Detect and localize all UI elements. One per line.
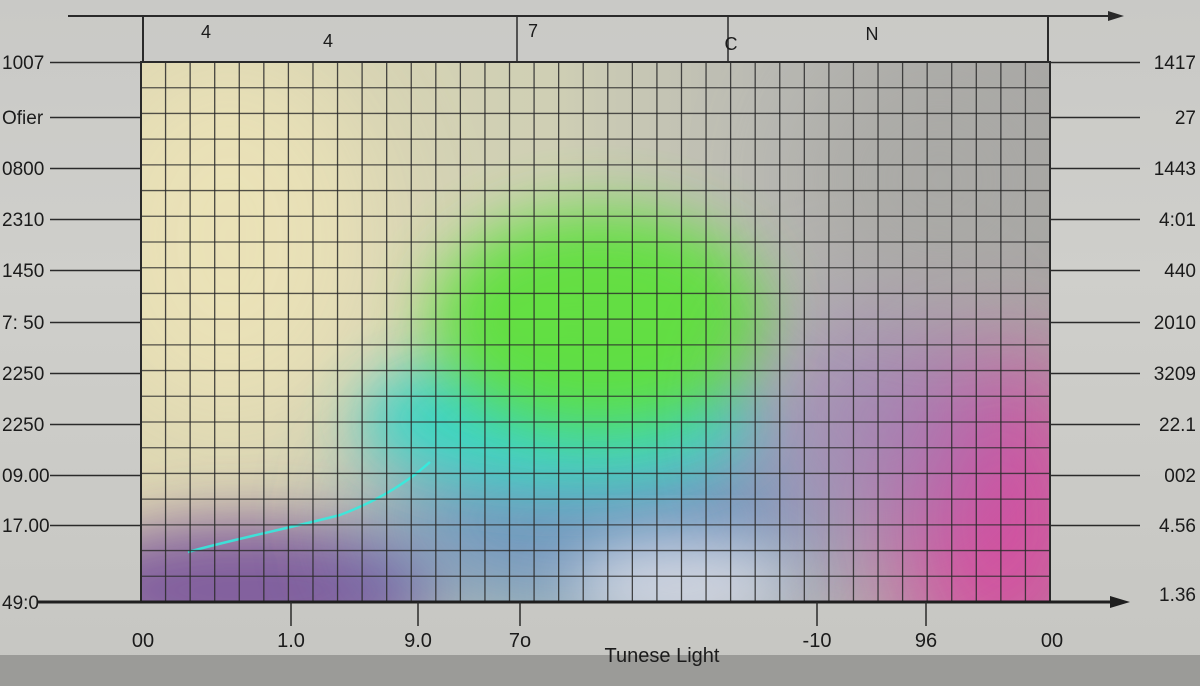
top-tick-label: 4	[201, 22, 211, 42]
right-tick-label: 2010	[1154, 313, 1196, 334]
left-tick-label: Ofier	[2, 108, 44, 129]
cyan-boundary-curve	[187, 461, 431, 554]
left-axis-ticks: 1007 Ofier 0800 2310 1450 7: 50 2250 2250 09.00 1…	[2, 53, 141, 614]
right-tick-label: 27	[1175, 108, 1196, 129]
right-tick-label: 3209	[1154, 364, 1196, 385]
top-tick-label: N	[866, 24, 879, 44]
green-glow	[430, 210, 770, 430]
x-axis-label: Tunese Light	[605, 645, 720, 667]
bottom-tick-label: 1.0	[277, 630, 305, 652]
right-axis-ticks: 1417 27 1443 4:01 440 2010 3209 22.1 002 4.56 1.36	[1050, 53, 1196, 606]
right-tick-label: 1417	[1154, 53, 1196, 74]
right-tick-label: 1443	[1154, 159, 1196, 180]
top-axis-labels: 4 4 7 C N	[201, 21, 879, 54]
top-axis-arrow	[1108, 11, 1124, 21]
bottom-axis-labels: 00 1.0 9.0 7o -10 96 00	[132, 602, 1063, 652]
bottom-tick-label: 96	[915, 630, 937, 652]
plot-area	[141, 62, 1050, 602]
bottom-tick-label: 7o	[509, 630, 531, 652]
bottom-tick-label: 9.0	[404, 630, 432, 652]
bottom-axis-arrow	[1110, 596, 1130, 608]
bottom-frame-band	[0, 655, 1200, 686]
left-tick-label: 0800	[2, 159, 44, 180]
white-glow	[570, 540, 790, 602]
right-tick-label: 4.56	[1159, 516, 1196, 537]
left-tick-label: 17.00	[2, 516, 50, 537]
bottom-tick-label: 00	[1041, 630, 1063, 652]
top-tick-label: C	[725, 34, 738, 54]
left-tick-label: 2310	[2, 210, 44, 231]
horizontal-grid	[141, 87, 1050, 577]
left-tick-label: 09.00	[2, 466, 50, 487]
left-tick-label: 49:0	[2, 593, 39, 614]
left-tick-label: 2250	[2, 415, 44, 436]
cream-glow	[141, 62, 380, 430]
bottom-tick-label: -10	[803, 630, 832, 652]
right-tick-label: 22.1	[1159, 415, 1196, 436]
right-tick-label: 440	[1164, 261, 1196, 282]
violet-glow	[760, 300, 1000, 540]
right-tick-label: 002	[1164, 466, 1196, 487]
left-tick-label: 1450	[2, 261, 44, 282]
right-tick-label: 1.36	[1159, 585, 1196, 606]
top-tick-label: 7	[528, 21, 538, 41]
left-tick-label: 7: 50	[2, 313, 44, 334]
right-tick-label: 4:01	[1159, 210, 1196, 231]
top-tick-label: 4	[323, 31, 333, 51]
left-tick-label: 1007	[2, 53, 44, 74]
bottom-tick-label: 00	[132, 630, 154, 652]
vertical-grid	[164, 62, 1027, 602]
color-gradient-field	[141, 62, 1050, 602]
left-tick-label: 2250	[2, 364, 44, 385]
gray-glow	[800, 62, 1050, 310]
